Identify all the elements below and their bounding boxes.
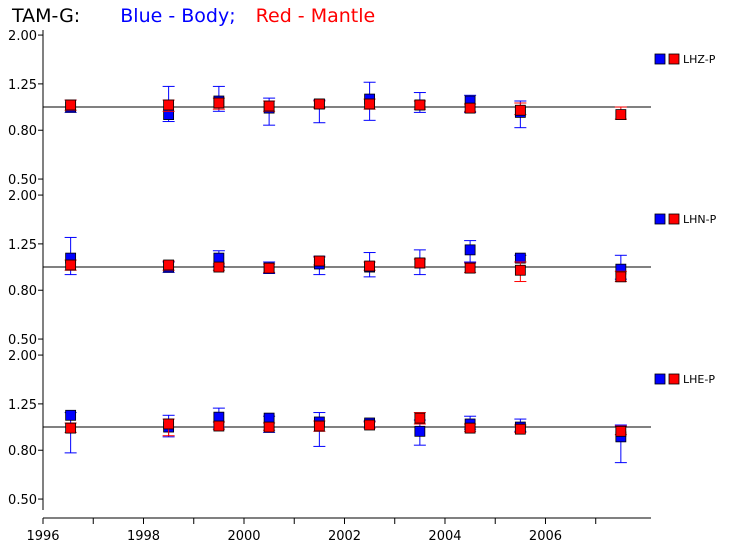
red-data-point bbox=[364, 419, 376, 431]
legend-blue-swatch bbox=[654, 373, 666, 385]
red-data-point bbox=[213, 420, 225, 432]
red-data-point bbox=[313, 420, 325, 432]
legend-blue-swatch bbox=[654, 213, 666, 225]
x-tick-label: 2006 bbox=[529, 529, 562, 544]
red-data-point bbox=[514, 104, 526, 116]
red-data-point bbox=[615, 109, 627, 120]
legend-label: LHE-P bbox=[683, 373, 715, 386]
red-data-point bbox=[414, 99, 426, 111]
red-data-point bbox=[364, 98, 376, 110]
y-tick-label: 1.25 bbox=[8, 398, 37, 413]
red-data-point bbox=[615, 271, 627, 283]
y-tick-label: 1.25 bbox=[8, 238, 37, 253]
red-data-point bbox=[263, 100, 275, 112]
red-series-label: Red - Mantle bbox=[255, 5, 376, 27]
red-data-point bbox=[65, 99, 77, 111]
legend-red-swatch bbox=[668, 373, 680, 385]
blue-data-point bbox=[414, 425, 426, 437]
legend-blue-swatch bbox=[654, 53, 666, 65]
y-tick-label: 0.50 bbox=[8, 173, 37, 188]
x-tick-label: 2000 bbox=[227, 529, 260, 544]
red-data-point bbox=[464, 262, 476, 274]
x-tick-label: 2002 bbox=[328, 529, 361, 544]
station-label: TAM-G: bbox=[12, 5, 81, 27]
chart-title: TAM-G: Blue - Body; Red - Mantle bbox=[12, 5, 375, 27]
y-tick-label: 1.25 bbox=[8, 78, 37, 93]
y-tick-label: 2.00 bbox=[8, 29, 37, 44]
y-tick-label: 0.80 bbox=[8, 124, 37, 139]
red-data-point bbox=[514, 264, 526, 276]
red-data-point bbox=[464, 422, 476, 434]
y-tick-label: 0.80 bbox=[8, 284, 37, 299]
y-tick-label: 0.50 bbox=[8, 493, 37, 508]
blue-data-point bbox=[213, 252, 225, 264]
red-data-point bbox=[65, 422, 77, 434]
y-tick-label: 2.00 bbox=[8, 349, 37, 364]
blue-series-label: Blue - Body; bbox=[120, 5, 236, 27]
legend-label: LHN-P bbox=[683, 213, 717, 226]
blue-data-point bbox=[65, 409, 77, 421]
blue-data-point bbox=[263, 412, 275, 424]
x-tick-label: 2004 bbox=[428, 529, 461, 544]
red-data-point bbox=[464, 102, 476, 114]
red-data-point bbox=[263, 262, 275, 274]
y-tick-label: 0.50 bbox=[8, 333, 37, 348]
y-tick-label: 0.80 bbox=[8, 444, 37, 459]
red-data-point bbox=[364, 260, 376, 272]
legend-label: LHZ-P bbox=[683, 53, 716, 66]
red-data-point bbox=[313, 255, 325, 267]
red-data-point bbox=[213, 261, 225, 273]
red-data-point bbox=[414, 412, 426, 424]
x-tick-label: 1996 bbox=[26, 529, 59, 544]
y-tick-label: 2.00 bbox=[8, 189, 37, 204]
red-data-point bbox=[65, 259, 77, 271]
legend-red-swatch bbox=[668, 53, 680, 65]
legend-red-swatch bbox=[668, 213, 680, 225]
red-data-point bbox=[163, 259, 175, 271]
red-data-point bbox=[213, 97, 225, 109]
x-tick-label: 1998 bbox=[127, 529, 160, 544]
red-data-point bbox=[615, 425, 627, 437]
red-data-point bbox=[414, 257, 426, 269]
red-data-point bbox=[263, 421, 275, 433]
red-data-point bbox=[313, 98, 325, 110]
red-data-point bbox=[163, 418, 175, 430]
red-data-point bbox=[163, 99, 175, 111]
red-data-point bbox=[514, 423, 526, 435]
blue-data-point bbox=[464, 244, 476, 256]
